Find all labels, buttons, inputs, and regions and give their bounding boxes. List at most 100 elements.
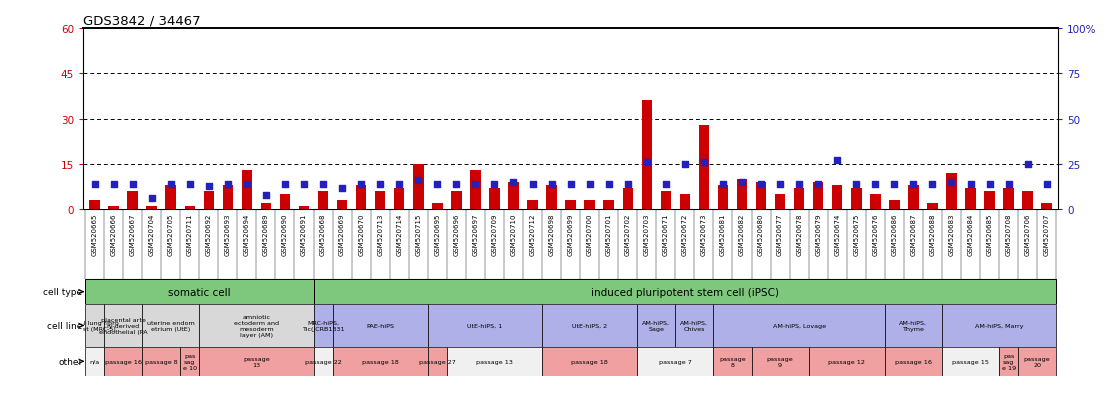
Bar <box>637 347 714 376</box>
Bar <box>1004 189 1014 210</box>
Bar <box>699 126 709 210</box>
Text: fetal lung fibro
blast (MRC-5): fetal lung fibro blast (MRC-5) <box>71 320 119 331</box>
Bar <box>642 101 652 210</box>
Bar <box>223 186 233 210</box>
Bar <box>984 192 995 210</box>
Point <box>943 179 961 186</box>
Point <box>448 181 465 188</box>
Text: AM-hiPS,
Sage: AM-hiPS, Sage <box>643 320 670 331</box>
Bar <box>809 347 885 376</box>
Bar <box>127 192 137 210</box>
Text: GSM520671: GSM520671 <box>663 213 669 256</box>
Text: amniotic
ectoderm and
mesoderm
layer (AM): amniotic ectoderm and mesoderm layer (AM… <box>234 315 279 337</box>
Point <box>276 181 294 188</box>
Bar <box>637 304 676 347</box>
Bar <box>774 195 786 210</box>
Bar <box>718 186 728 210</box>
Text: GSM520701: GSM520701 <box>606 213 612 256</box>
Point <box>619 181 637 188</box>
Bar <box>751 347 809 376</box>
Bar <box>104 304 142 347</box>
Text: GSM520674: GSM520674 <box>834 213 840 256</box>
Text: GSM520685: GSM520685 <box>986 213 993 256</box>
Text: GSM520683: GSM520683 <box>948 213 954 256</box>
Bar <box>85 280 314 304</box>
Text: GSM520697: GSM520697 <box>472 213 479 256</box>
Bar <box>332 347 428 376</box>
Bar <box>165 186 176 210</box>
Bar <box>813 183 823 210</box>
Bar <box>204 192 214 210</box>
Bar <box>242 171 253 210</box>
Point <box>543 181 561 188</box>
Point <box>866 181 884 188</box>
Point <box>809 181 827 188</box>
Text: passage
13: passage 13 <box>243 356 269 367</box>
Text: GSM520684: GSM520684 <box>967 213 974 256</box>
Bar <box>946 173 956 210</box>
Bar <box>565 201 576 210</box>
Text: GSM520714: GSM520714 <box>397 213 402 256</box>
Text: GSM520666: GSM520666 <box>111 213 116 256</box>
Bar <box>1023 192 1033 210</box>
Bar <box>542 347 637 376</box>
Point <box>981 181 998 188</box>
Text: GSM520678: GSM520678 <box>797 213 802 256</box>
Point <box>524 181 542 188</box>
Text: MRC-hiPS,
Tic(JCRB1331: MRC-hiPS, Tic(JCRB1331 <box>301 320 345 331</box>
Bar <box>470 171 481 210</box>
Text: GSM520673: GSM520673 <box>701 213 707 256</box>
Bar <box>714 347 751 376</box>
Text: GSM520681: GSM520681 <box>720 213 726 256</box>
Bar <box>942 304 1056 347</box>
Text: GSM520676: GSM520676 <box>872 213 879 256</box>
Text: somatic cell: somatic cell <box>168 287 230 297</box>
Point <box>848 181 865 188</box>
Bar <box>927 204 937 210</box>
Text: GSM520702: GSM520702 <box>625 213 630 256</box>
Point <box>352 181 370 188</box>
Text: GDS3842 / 34467: GDS3842 / 34467 <box>83 15 201 28</box>
Text: GSM520693: GSM520693 <box>225 213 230 256</box>
Bar <box>542 304 637 347</box>
Text: other: other <box>59 357 82 366</box>
Text: cell line: cell line <box>48 321 82 330</box>
Point <box>85 181 103 188</box>
Text: GSM520677: GSM520677 <box>777 213 783 256</box>
Bar <box>1018 347 1056 376</box>
Point <box>1018 161 1036 168</box>
Text: cell type: cell type <box>43 287 82 297</box>
Point <box>124 181 142 188</box>
Bar <box>356 186 367 210</box>
Bar <box>999 347 1018 376</box>
Bar <box>832 186 842 210</box>
Text: GSM520692: GSM520692 <box>206 213 212 256</box>
Bar <box>1042 204 1051 210</box>
Text: passage
9: passage 9 <box>767 356 793 367</box>
Point <box>771 181 789 188</box>
Text: GSM520682: GSM520682 <box>739 213 745 256</box>
Bar <box>181 347 199 376</box>
Bar <box>870 195 881 210</box>
Text: passage 27: passage 27 <box>419 359 455 364</box>
Bar <box>413 164 423 210</box>
Text: GSM520670: GSM520670 <box>358 213 365 256</box>
Text: GSM520665: GSM520665 <box>92 213 98 256</box>
Bar <box>199 304 314 347</box>
Text: passage
8: passage 8 <box>719 356 746 367</box>
Point <box>790 181 808 188</box>
Bar <box>279 195 290 210</box>
Text: GSM520675: GSM520675 <box>853 213 860 256</box>
Text: GSM520688: GSM520688 <box>930 213 935 256</box>
Text: passage 18: passage 18 <box>362 359 399 364</box>
Bar <box>185 207 195 210</box>
Bar <box>885 304 942 347</box>
Text: PAE-hiPS: PAE-hiPS <box>366 323 394 328</box>
Text: GSM520699: GSM520699 <box>567 213 574 256</box>
Bar <box>199 347 314 376</box>
Text: passage 7: passage 7 <box>659 359 691 364</box>
Text: GSM520712: GSM520712 <box>530 213 535 256</box>
Text: induced pluripotent stem cell (iPSC): induced pluripotent stem cell (iPSC) <box>591 287 779 297</box>
Bar <box>660 192 671 210</box>
Text: GSM520687: GSM520687 <box>911 213 916 256</box>
